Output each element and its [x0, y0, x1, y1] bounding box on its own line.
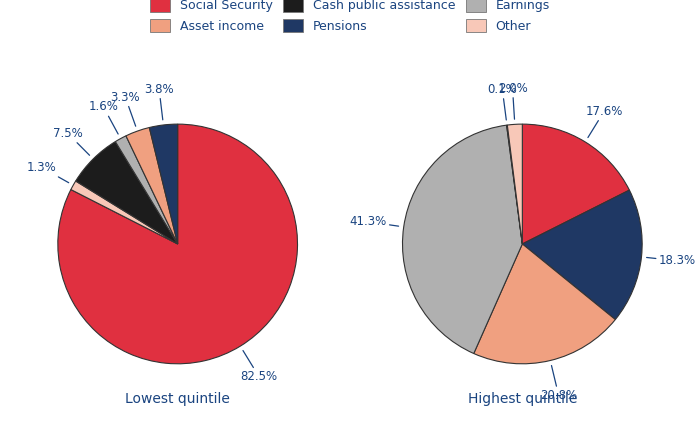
Text: 41.3%: 41.3% [349, 215, 398, 228]
Text: 1.6%: 1.6% [88, 101, 118, 134]
Wedge shape [126, 128, 178, 244]
Text: 20.8%: 20.8% [540, 366, 577, 402]
Wedge shape [76, 142, 178, 244]
Text: 0.1%: 0.1% [487, 83, 517, 120]
Wedge shape [522, 190, 642, 320]
Title: Highest quintile: Highest quintile [468, 392, 577, 407]
Text: 82.5%: 82.5% [241, 351, 278, 383]
Text: 18.3%: 18.3% [647, 254, 696, 268]
Wedge shape [71, 181, 178, 244]
Wedge shape [149, 124, 178, 244]
Wedge shape [508, 124, 522, 244]
Text: 17.6%: 17.6% [585, 105, 623, 137]
Wedge shape [116, 136, 178, 244]
Text: 7.5%: 7.5% [53, 127, 90, 155]
Wedge shape [402, 125, 522, 354]
Wedge shape [58, 124, 298, 364]
Text: 3.3%: 3.3% [111, 91, 140, 126]
Wedge shape [507, 125, 522, 244]
Text: 1.3%: 1.3% [27, 161, 69, 183]
Legend: Social Security, Asset income, Cash public assistance, Pensions, Earnings, Other: Social Security, Asset income, Cash publ… [145, 0, 555, 38]
Wedge shape [522, 124, 629, 244]
Wedge shape [474, 244, 615, 364]
Title: Lowest quintile: Lowest quintile [125, 392, 230, 407]
Text: 2.0%: 2.0% [498, 82, 527, 119]
Text: 3.8%: 3.8% [144, 83, 174, 120]
